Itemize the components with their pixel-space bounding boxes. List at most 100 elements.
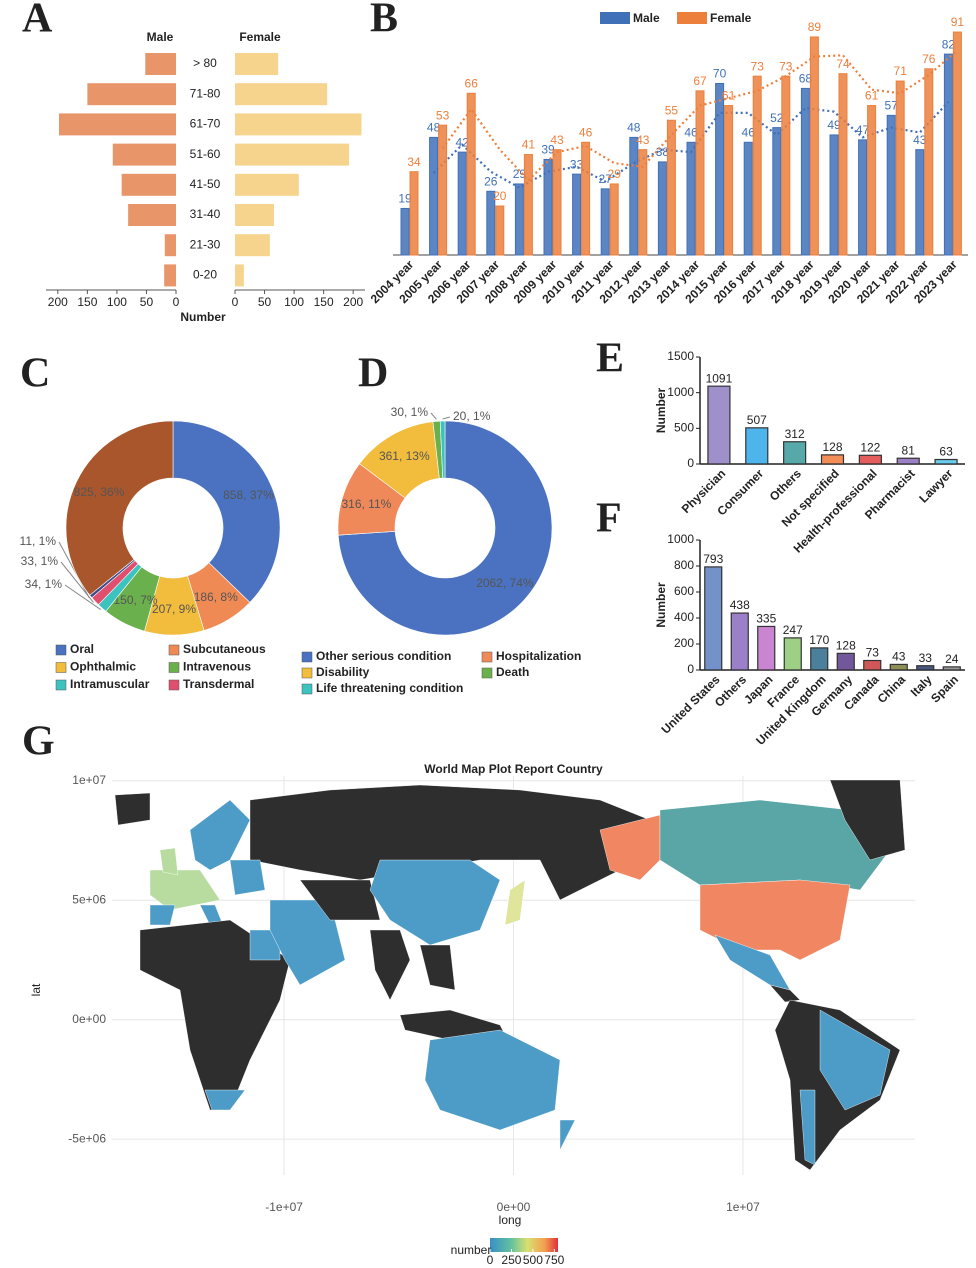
x-tick-label: 200 bbox=[48, 295, 68, 309]
value-label: 128 bbox=[822, 440, 842, 454]
land bbox=[204, 1089, 246, 1111]
legend-swatch bbox=[168, 662, 180, 673]
legend-swatch bbox=[55, 662, 67, 673]
bar bbox=[128, 204, 176, 226]
value-label: 43 bbox=[892, 650, 906, 664]
value-label: 67 bbox=[693, 74, 707, 88]
bar bbox=[724, 105, 734, 256]
value-label: 46 bbox=[742, 125, 756, 139]
legend-label: Other serious condition bbox=[316, 649, 451, 663]
value-label: 48 bbox=[627, 121, 641, 135]
category-label: 51-60 bbox=[190, 147, 221, 161]
value-label: 91 bbox=[951, 15, 965, 29]
legend-swatch bbox=[168, 644, 180, 656]
colorbar-label: 500 bbox=[523, 1253, 543, 1267]
land bbox=[419, 944, 456, 991]
land bbox=[599, 814, 661, 881]
bar bbox=[836, 652, 855, 671]
legend-swatch bbox=[481, 667, 493, 679]
legend-swatch bbox=[55, 679, 67, 691]
bar bbox=[952, 31, 962, 256]
land bbox=[799, 1089, 816, 1166]
bar bbox=[552, 149, 562, 256]
legend-label: Death bbox=[496, 665, 529, 679]
bar bbox=[514, 183, 524, 256]
colorbar-label: 0 bbox=[487, 1253, 494, 1267]
value-label: 26 bbox=[484, 174, 498, 188]
land bbox=[699, 879, 851, 961]
y-tick-label: 0e+00 bbox=[72, 1012, 106, 1026]
x-tick-label: -1e+07 bbox=[265, 1200, 303, 1214]
bar bbox=[809, 36, 819, 256]
panel-letter: A bbox=[22, 0, 53, 42]
value-label: 247 bbox=[783, 623, 803, 637]
y-tick-label: 1500 bbox=[667, 349, 694, 363]
x-tick-label: Lawyer bbox=[916, 466, 955, 505]
legend-label: Hospitalization bbox=[496, 649, 581, 663]
x-tick-label: 0 bbox=[232, 295, 239, 309]
value-label: 793 bbox=[703, 552, 723, 566]
land bbox=[114, 792, 151, 826]
data-label: 825, 36% bbox=[74, 485, 125, 499]
x-tick-label: Others bbox=[767, 466, 804, 503]
bar bbox=[916, 665, 935, 671]
bar bbox=[457, 151, 467, 256]
value-label: 19 bbox=[398, 192, 412, 206]
value-label: 335 bbox=[756, 612, 776, 626]
bar bbox=[783, 637, 802, 671]
value-label: 29 bbox=[608, 167, 622, 181]
x-tick-label: China bbox=[875, 672, 909, 706]
legend-swatch bbox=[301, 683, 313, 695]
value-label: 71 bbox=[894, 64, 908, 78]
legend-swatch bbox=[301, 667, 313, 679]
legend-label: Disability bbox=[316, 665, 370, 679]
value-label: 122 bbox=[860, 440, 880, 454]
panel-letter: B bbox=[370, 0, 398, 42]
bar bbox=[715, 83, 725, 256]
legend-label: Female bbox=[710, 11, 752, 25]
colorbar-label: 750 bbox=[544, 1253, 564, 1267]
y-axis-label: Number bbox=[654, 388, 668, 434]
category-label: 21-30 bbox=[190, 237, 221, 251]
panel-letter: C bbox=[20, 351, 50, 397]
value-label: 74 bbox=[836, 57, 850, 71]
data-label: 34, 1% bbox=[25, 577, 63, 591]
panel-letter: E bbox=[596, 336, 624, 382]
x-tick-label: 50 bbox=[258, 295, 272, 309]
bar bbox=[707, 385, 731, 465]
data-label: 361, 13% bbox=[379, 449, 430, 463]
bar bbox=[895, 80, 905, 256]
bar bbox=[686, 141, 696, 256]
data-label: 316, 11% bbox=[341, 497, 391, 511]
bar bbox=[838, 73, 848, 256]
value-label: 49 bbox=[827, 118, 841, 132]
bar bbox=[495, 205, 505, 256]
land bbox=[149, 869, 221, 911]
value-label: 53 bbox=[436, 108, 450, 122]
bar bbox=[800, 87, 810, 256]
bar bbox=[145, 53, 176, 75]
y-tick-label: 0 bbox=[687, 456, 694, 470]
bar bbox=[924, 68, 934, 256]
leader-line bbox=[58, 541, 90, 598]
legend-label: Female bbox=[239, 30, 281, 44]
value-label: 81 bbox=[902, 443, 916, 457]
bar bbox=[934, 458, 958, 465]
land bbox=[159, 847, 179, 876]
x-tick-label: 1e+07 bbox=[726, 1200, 760, 1214]
bar bbox=[581, 141, 591, 256]
data-label: 33, 1% bbox=[21, 554, 59, 568]
value-label: 61 bbox=[865, 89, 879, 103]
y-tick-label: 5e+06 bbox=[72, 892, 106, 906]
bar bbox=[943, 53, 953, 256]
bar bbox=[438, 124, 448, 256]
x-tick-label: 100 bbox=[107, 295, 127, 309]
legend-label: Transdermal bbox=[183, 677, 254, 691]
x-tick-label: 0 bbox=[173, 295, 180, 309]
y-tick-label: 600 bbox=[674, 584, 694, 598]
data-label: 11, 1% bbox=[20, 534, 57, 548]
value-label: 27 bbox=[599, 172, 613, 186]
colorbar-title: number bbox=[451, 1243, 492, 1257]
bar bbox=[867, 105, 877, 256]
y-axis-label: lat bbox=[29, 983, 43, 996]
